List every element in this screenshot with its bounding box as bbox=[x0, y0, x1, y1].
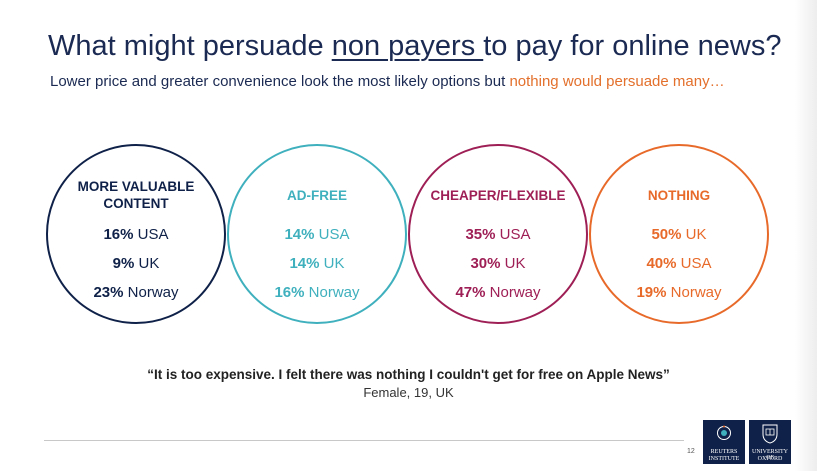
oxford-logo-line1: UNIVERSITY OF bbox=[752, 449, 788, 461]
stat-row: 47% Norway bbox=[413, 284, 583, 301]
title-underlined-text: non payers bbox=[331, 30, 484, 62]
stat-percent: 16% bbox=[274, 284, 305, 301]
quote-attribution: Female, 19, UK bbox=[363, 385, 454, 400]
oxford-crest-icon bbox=[762, 424, 778, 444]
stat-percent: 50% bbox=[651, 226, 682, 243]
footer-divider bbox=[44, 440, 684, 441]
stat-row: 19% Norway bbox=[594, 284, 764, 301]
stat-row: 14% USA bbox=[232, 226, 402, 243]
circle-nothing bbox=[589, 144, 769, 324]
page-edge-shadow bbox=[795, 0, 817, 471]
quote-text: “It is too expensive. I felt there was n… bbox=[147, 367, 670, 382]
stat-percent: 14% bbox=[289, 255, 320, 272]
reuters-logo-line1: REUTERS bbox=[710, 449, 738, 455]
stat-percent: 35% bbox=[465, 226, 496, 243]
stat-region: USA bbox=[318, 226, 350, 243]
oxford-logo-line2: OXFORD bbox=[757, 456, 783, 462]
stat-percent: 14% bbox=[284, 226, 315, 243]
category-label: NOTHING bbox=[647, 188, 711, 203]
category-label: MORE VALUABLE CONTENT bbox=[77, 179, 195, 211]
page-subtitle: Lower price and greater convenience look… bbox=[50, 73, 725, 90]
stat-region: Norway bbox=[127, 284, 179, 301]
stat-region: Norway bbox=[308, 284, 360, 301]
category-label: AD-FREE bbox=[287, 188, 347, 203]
subtitle-highlight: nothing would persuade many… bbox=[509, 73, 725, 90]
stat-region: UK bbox=[685, 226, 707, 243]
circle-more-valuable-content bbox=[46, 144, 226, 324]
page-title: What might persuade non payers to pay fo… bbox=[48, 30, 782, 63]
stat-region: USA bbox=[499, 226, 531, 243]
stat-row: 16% Norway bbox=[232, 284, 402, 301]
category-label: CHEAPER/FLEXIBLE bbox=[430, 188, 566, 203]
reuters-crest-icon bbox=[717, 425, 731, 440]
stat-region: UK bbox=[323, 255, 345, 272]
stat-region: Norway bbox=[489, 284, 541, 301]
stat-region: Norway bbox=[670, 284, 722, 301]
stat-region: UK bbox=[504, 255, 526, 272]
stat-row: 30% UK bbox=[413, 255, 583, 272]
reuters-logo-line2: INSTITUTE bbox=[708, 456, 740, 462]
stat-percent: 30% bbox=[470, 255, 501, 272]
stat-region: USA bbox=[137, 226, 169, 243]
page-number: 12 bbox=[687, 448, 695, 455]
stat-row: 50% UK bbox=[594, 226, 764, 243]
stat-percent: 19% bbox=[636, 284, 667, 301]
stat-row: 23% Norway bbox=[51, 284, 221, 301]
stat-row: 16% USA bbox=[51, 226, 221, 243]
stat-percent: 40% bbox=[646, 255, 677, 272]
stat-percent: 23% bbox=[93, 284, 124, 301]
stat-row: 35% USA bbox=[413, 226, 583, 243]
university-of-oxford-logo: UNIVERSITY OF OXFORD bbox=[749, 420, 791, 464]
reuters-institute-logo: REUTERS INSTITUTE bbox=[703, 420, 745, 464]
stat-row: 9% UK bbox=[51, 255, 221, 272]
circle-ad-free bbox=[227, 144, 407, 324]
subtitle-text: Lower price and greater convenience look… bbox=[50, 73, 510, 90]
stat-row: 40% USA bbox=[594, 255, 764, 272]
stat-region: USA bbox=[680, 255, 712, 272]
stat-percent: 47% bbox=[455, 284, 486, 301]
title-text-before: What might persuade bbox=[48, 30, 332, 62]
stat-row: 14% UK bbox=[232, 255, 402, 272]
stat-percent: 9% bbox=[112, 255, 135, 272]
title-text-after: to pay for online news? bbox=[483, 30, 782, 62]
circle-cheaper-flexible bbox=[408, 144, 588, 324]
stat-percent: 16% bbox=[103, 226, 134, 243]
stat-region: UK bbox=[138, 255, 160, 272]
